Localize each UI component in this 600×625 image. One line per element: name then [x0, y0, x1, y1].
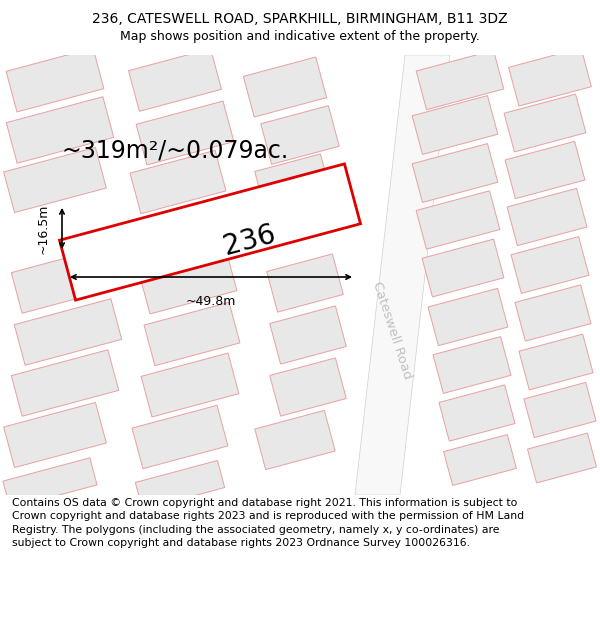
Polygon shape [416, 191, 500, 249]
Polygon shape [141, 353, 239, 417]
Polygon shape [511, 237, 589, 293]
Polygon shape [412, 96, 498, 154]
Polygon shape [255, 411, 335, 469]
Polygon shape [416, 51, 504, 109]
Polygon shape [6, 97, 114, 163]
Polygon shape [412, 144, 498, 202]
Polygon shape [515, 285, 591, 341]
Polygon shape [14, 299, 122, 365]
Polygon shape [11, 350, 119, 416]
Polygon shape [355, 55, 450, 495]
Polygon shape [11, 247, 119, 313]
Polygon shape [144, 302, 240, 366]
Polygon shape [507, 188, 587, 246]
Polygon shape [255, 154, 331, 212]
Text: Map shows position and indicative extent of the property.: Map shows position and indicative extent… [120, 30, 480, 43]
Polygon shape [136, 461, 224, 509]
Text: 236, CATESWELL ROAD, SPARKHILL, BIRMINGHAM, B11 3DZ: 236, CATESWELL ROAD, SPARKHILL, BIRMINGH… [92, 12, 508, 26]
Text: 236: 236 [221, 219, 279, 261]
Polygon shape [519, 334, 593, 390]
Polygon shape [422, 239, 504, 297]
Polygon shape [270, 358, 346, 416]
Polygon shape [128, 49, 221, 111]
Polygon shape [4, 148, 106, 213]
Polygon shape [428, 288, 508, 346]
Text: Contains OS data © Crown copyright and database right 2021. This information is : Contains OS data © Crown copyright and d… [12, 498, 524, 548]
Polygon shape [505, 141, 585, 199]
Polygon shape [504, 94, 586, 152]
Polygon shape [439, 385, 515, 441]
Polygon shape [132, 406, 228, 469]
Polygon shape [267, 254, 343, 312]
Polygon shape [270, 306, 346, 364]
Polygon shape [261, 106, 339, 164]
Polygon shape [244, 57, 326, 117]
Polygon shape [4, 402, 106, 468]
Polygon shape [59, 164, 361, 300]
Text: ~16.5m: ~16.5m [37, 203, 50, 254]
Polygon shape [3, 458, 97, 508]
Polygon shape [130, 151, 226, 214]
Polygon shape [527, 433, 596, 483]
Text: ~319m²/~0.079ac.: ~319m²/~0.079ac. [61, 138, 289, 162]
Polygon shape [524, 382, 596, 438]
Polygon shape [139, 250, 237, 314]
Polygon shape [433, 337, 511, 393]
Text: Cateswell Road: Cateswell Road [370, 279, 414, 381]
Polygon shape [136, 101, 234, 165]
Text: ~49.8m: ~49.8m [186, 295, 236, 308]
Polygon shape [509, 48, 592, 106]
Polygon shape [6, 48, 104, 112]
Polygon shape [443, 434, 517, 486]
